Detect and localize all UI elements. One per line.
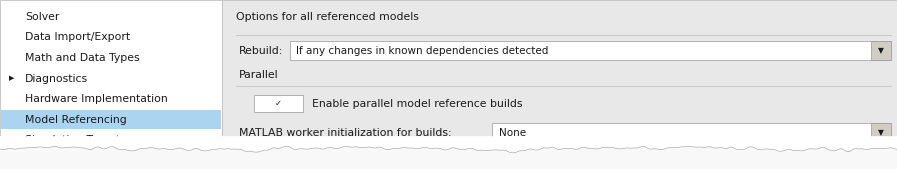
- Text: Math and Data Types: Math and Data Types: [25, 53, 140, 63]
- Text: ▼: ▼: [878, 128, 884, 137]
- Text: ▶: ▶: [9, 76, 14, 82]
- Text: MATLAB worker initialization for builds:: MATLAB worker initialization for builds:: [239, 128, 451, 138]
- Text: ✓: ✓: [275, 99, 282, 108]
- Bar: [0, 0, 222, 149]
- Text: Solver: Solver: [25, 12, 59, 22]
- Text: Simulation Target: Simulation Target: [25, 135, 120, 145]
- Text: Model Referencing: Model Referencing: [25, 115, 126, 125]
- Text: If any changes in known dependencies detected: If any changes in known dependencies det…: [296, 46, 548, 56]
- Bar: [492, 123, 891, 142]
- Bar: [254, 95, 303, 112]
- Text: Options for all referenced models: Options for all referenced models: [236, 12, 419, 22]
- Text: Enable parallel model reference builds: Enable parallel model reference builds: [312, 99, 523, 109]
- Text: Hardware Implementation: Hardware Implementation: [25, 94, 168, 104]
- Text: Rebuild:: Rebuild:: [239, 46, 283, 56]
- Text: None: None: [499, 128, 526, 138]
- Bar: [1, 110, 221, 129]
- Bar: [290, 41, 891, 61]
- Bar: [871, 123, 891, 142]
- Text: ▼: ▼: [878, 46, 884, 55]
- Text: Parallel: Parallel: [239, 70, 278, 80]
- Text: Data Import/Export: Data Import/Export: [25, 32, 130, 42]
- Bar: [871, 41, 891, 61]
- Bar: [222, 0, 897, 149]
- Text: Diagnostics: Diagnostics: [25, 74, 88, 84]
